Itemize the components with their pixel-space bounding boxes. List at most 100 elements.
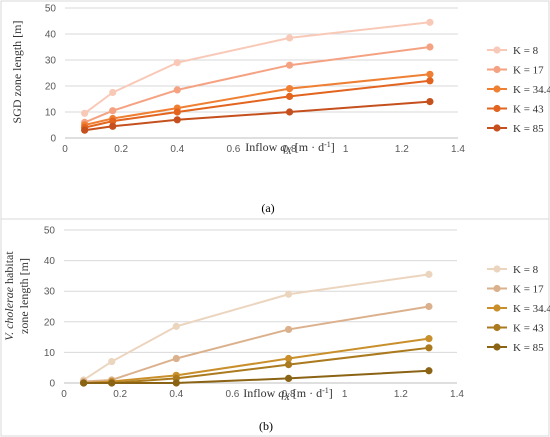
panel-a-series xyxy=(81,18,434,134)
panel-a-x-ticks: 0 0.2 0.4 0.6 0.8 1 1.2 1.4 xyxy=(62,144,465,155)
panel-b-x-tick-label: 0.8 xyxy=(282,389,296,400)
panel-a-series-4-point xyxy=(285,92,294,100)
panel-a-legend-label: K = 34.4 xyxy=(513,84,550,96)
panel-a-x-tick-label: 0.8 xyxy=(283,144,297,155)
panel-b-legend-label: K = 8 xyxy=(513,264,539,276)
panel-a-y-tick-label: 20 xyxy=(45,82,57,93)
panel-a-series-2-point xyxy=(173,86,181,94)
panel-b-series-line-4 xyxy=(83,346,430,384)
panel-a-legend-label: K = 17 xyxy=(513,65,544,77)
panel-a-series-1-point xyxy=(426,18,434,26)
panel-a-series-2-point xyxy=(426,43,434,51)
panel-b-legend-swatch-marker xyxy=(493,343,501,351)
panel-a-legend-swatch-marker xyxy=(493,65,501,74)
panel-b-series-1-point xyxy=(108,357,116,366)
panel-b-series-5-point xyxy=(425,367,433,375)
panel-a-x-label-sub: X xyxy=(285,146,292,156)
panel-b-series-1-point xyxy=(284,290,293,298)
panel-a-series-3-point xyxy=(285,85,294,93)
panel-a-x-label-close: ] xyxy=(331,140,335,154)
panel-b-legend-label: K = 85 xyxy=(513,342,544,354)
panel-a-series-line-4 xyxy=(84,79,431,129)
panel-b-series-5-point xyxy=(108,379,116,387)
panel-a-x-tick-label: 0.6 xyxy=(226,144,240,155)
panel-b-legend-label: K = 34.4 xyxy=(513,303,550,315)
panel-a-y-tick-label: 30 xyxy=(45,56,57,67)
panel-a-series-1-point xyxy=(173,59,181,67)
panel-b-y-label-habitat: habitat xyxy=(2,251,16,287)
panel-b-legend-swatch-marker xyxy=(493,265,501,273)
panel-b-series-line-3 xyxy=(83,337,430,384)
panel-b-x-axis-label: Inflow qX [m · d-1] xyxy=(243,386,333,402)
panel-a-x-tick-label: 0 xyxy=(62,144,68,155)
panel-b-x-tick-label: 0 xyxy=(61,389,67,400)
panel-a-series-line-1 xyxy=(84,21,431,115)
panel-b-x-label-unit: [m · d xyxy=(290,386,322,400)
panel-b-y-label-species: V. cholerae xyxy=(2,286,16,340)
panel-a-series-2-point xyxy=(109,107,117,115)
panel-b-legend-swatch-marker xyxy=(493,284,501,293)
panel-a-legend-label: K = 8 xyxy=(513,45,539,57)
panel-a-y-tick-label: 0 xyxy=(50,134,56,145)
panel-a-legend-swatch-marker xyxy=(493,46,501,54)
panel-a-legend-swatch-marker xyxy=(493,85,501,93)
panel-b-series-5-point xyxy=(284,374,293,383)
panel-a-x-tick-label: 0.4 xyxy=(170,144,184,155)
panel-b-y-axis-label-line1: V. cholerae habitat xyxy=(2,251,16,341)
panel-a-series-5-point xyxy=(173,116,181,124)
panel-b-series-4-point xyxy=(425,344,433,352)
panel-a-series-2-point xyxy=(285,61,294,69)
panel-b-x-tick-label: 0.2 xyxy=(113,389,127,400)
panel-a-x-label-unit: [m · d xyxy=(292,140,324,154)
panel-b-x-label-close: ] xyxy=(329,386,333,400)
panel-a-x-label-exp: -1 xyxy=(324,140,331,149)
panel-a-x-label-q: q xyxy=(280,140,286,154)
panel-b-y-tick-label: 20 xyxy=(44,317,56,328)
panel-b-x-label-sub: X xyxy=(283,392,290,402)
panel-b-caption: (b) xyxy=(259,419,273,433)
panel-a-series-1-point xyxy=(285,34,294,42)
panel-b-legend-label: K = 17 xyxy=(513,284,544,296)
panel-b-y-ticks: 0 10 20 30 40 50 xyxy=(44,226,56,390)
panel-b-x-tick-label: 0.6 xyxy=(225,389,239,400)
panel-b-legend-label: K = 43 xyxy=(513,323,544,335)
panel-b-x-tick-label: 1 xyxy=(342,389,348,400)
panel-b-series xyxy=(80,270,433,387)
panel-a-gridlines xyxy=(65,7,458,139)
panel-b-y-tick-label: 40 xyxy=(44,256,56,267)
panel-a-series-line-5 xyxy=(84,100,431,132)
panel-b-series-1-point xyxy=(425,270,433,278)
panel-b-x-label-q: q xyxy=(278,386,284,400)
panel-b-x-tick-label: 0.4 xyxy=(169,389,183,400)
panel-b-series-2-point xyxy=(425,302,433,311)
panel-b-series-2-point xyxy=(284,325,293,334)
panel-b-legend-swatch-marker xyxy=(493,323,501,332)
panel-a-y-tick-label: 50 xyxy=(45,4,57,15)
panel-a-legend-label: K = 43 xyxy=(513,104,544,116)
panel-b-series-4-point xyxy=(284,361,293,369)
panel-b-x-label-exp: -1 xyxy=(322,386,329,395)
panel-a-series-5-point xyxy=(426,98,434,106)
panel-a-x-label-part-0: Inflow xyxy=(245,140,280,154)
panel-b-y-tick-label: 30 xyxy=(44,287,56,298)
panel-a-legend-swatch-marker xyxy=(493,104,501,113)
panel-b-legend: K = 8 K = 17 K = 34.4 K = 43 K = 85 xyxy=(487,264,550,354)
panel-b-series-line-2 xyxy=(83,305,430,383)
panel-b-y-tick-label: 50 xyxy=(44,226,56,237)
panel-a-y-axis-label: SGD zone length [m] xyxy=(10,21,24,124)
panel-a-series-1-point xyxy=(81,109,89,117)
panel-b-series-5-point xyxy=(172,379,180,387)
panel-b-series-3-point xyxy=(425,335,433,343)
panel-a-legend: K = 8 K = 17 K = 34.4 K = 43 K = 85 xyxy=(487,45,550,135)
panel-b-y-tick-label: 10 xyxy=(44,348,56,359)
panel-a-series-5-point xyxy=(109,122,117,130)
panel-a-series-line-2 xyxy=(84,46,431,124)
panel-a-caption: (a) xyxy=(261,201,274,215)
panel-a-series-5-point xyxy=(81,126,89,134)
panel-a-x-axis-label: Inflow qX [m · d-1] xyxy=(245,140,335,156)
panel-a-y-tick-label: 40 xyxy=(45,30,57,41)
panel-a-series-5-point xyxy=(285,108,294,116)
